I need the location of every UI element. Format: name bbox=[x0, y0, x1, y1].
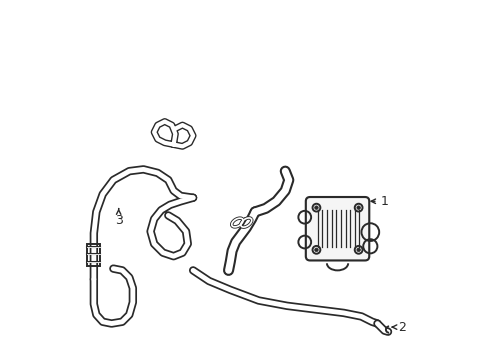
Circle shape bbox=[314, 248, 318, 252]
FancyBboxPatch shape bbox=[305, 197, 368, 260]
Text: 4: 4 bbox=[240, 219, 248, 238]
Circle shape bbox=[356, 206, 360, 210]
Text: 1: 1 bbox=[370, 195, 387, 208]
Text: 3: 3 bbox=[115, 209, 122, 227]
Bar bbox=[87, 244, 100, 266]
Circle shape bbox=[314, 206, 318, 210]
Text: 2: 2 bbox=[391, 321, 406, 334]
Circle shape bbox=[356, 248, 360, 252]
